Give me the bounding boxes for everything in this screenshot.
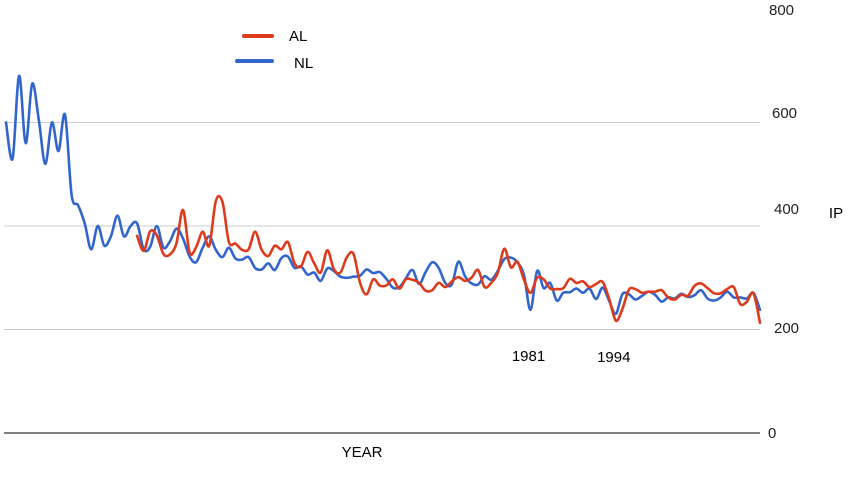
legend-item-nl[interactable]: NL [235, 55, 313, 72]
legend[interactable]: AL NL [235, 28, 313, 72]
legend-label-nl: NL [294, 55, 313, 72]
annotation-1981: 1981 [512, 348, 545, 365]
y-tick-label-200: 200 [774, 320, 799, 337]
series-line-nl [4, 74, 762, 316]
annotations: 1981 1994 [512, 348, 631, 366]
gridlines [4, 122, 760, 434]
y-tick-labels: 0 200 400 600 800 [768, 2, 799, 442]
series-lines [4, 74, 762, 325]
x-axis-label: YEAR [342, 444, 383, 461]
y-tick-label-0: 0 [768, 425, 776, 442]
y-axis-label: IP [829, 205, 843, 222]
y-tick-label-600: 600 [772, 105, 797, 122]
y-tick-label-800: 800 [769, 2, 794, 19]
annotation-1994: 1994 [597, 349, 630, 366]
legend-label-al: AL [289, 28, 307, 45]
series-line-al [135, 194, 762, 325]
y-tick-label-400: 400 [774, 201, 799, 218]
legend-item-al[interactable]: AL [242, 28, 307, 45]
